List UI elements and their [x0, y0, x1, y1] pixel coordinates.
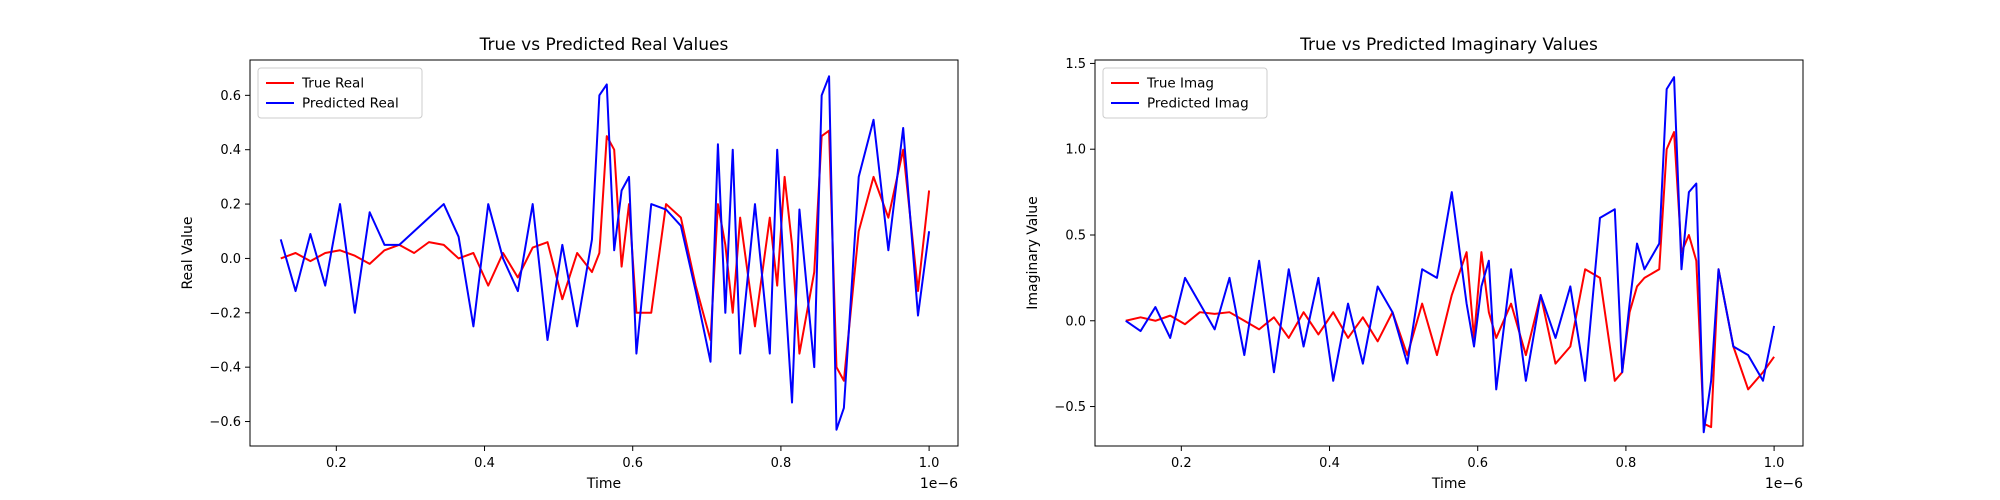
legend-label-predicted-imag: Predicted Imag [1147, 96, 1249, 112]
x-tick-label: 1.0 [1764, 456, 1785, 471]
y-tick-label: −0.4 [209, 361, 241, 376]
series-line-true-imag [1125, 131, 1775, 429]
x-axis-offset-label: 1e−6 [920, 476, 958, 492]
series-line-predicted-real [279, 75, 931, 431]
x-tick-label: 0.4 [474, 456, 495, 471]
x-tick-label: 1.0 [919, 456, 940, 471]
imaginary-values-chart: 0.2 0.4 0.6 0.8 1.0 −0.5 0.0 0.5 1.0 1.5 True vs P… [1025, 35, 1804, 492]
y-tick-label: 1.5 [1065, 57, 1086, 72]
x-tick-label: 0.6 [1467, 456, 1488, 471]
plot-area-frame [1094, 59, 1804, 447]
chart-title: True vs Predicted Real Values [479, 35, 729, 55]
real-values-chart: 0.2 0.4 0.6 0.8 1.0−0.6−0.4−0.20.00.20.40.6T… [180, 35, 959, 492]
y-tick-label: 0.0 [220, 252, 241, 267]
y-tick-label: 0.2 [220, 198, 241, 213]
chart-title: True vs Predicted Imaginary Values [1299, 35, 1598, 55]
y-tick-label: −0.6 [209, 415, 241, 430]
series-line-predicted-imag [1125, 76, 1776, 434]
y-axis-label: Imaginary Value [1025, 196, 1041, 310]
legend-label-predicted-real: Predicted Real [302, 96, 399, 112]
y-tick-label: 0.4 [220, 143, 241, 158]
y-tick-label: −0.5 [1054, 400, 1086, 415]
x-tick-label: 0.2 [326, 456, 347, 471]
x-tick-label: 0.6 [622, 456, 643, 471]
y-tick-label: 0.5 [1065, 228, 1086, 243]
legend-box [1102, 67, 1268, 119]
legend: True Real Predicted Real [257, 67, 423, 119]
x-tick-label: 0.8 [1616, 456, 1637, 471]
y-tick-label: 1.0 [1065, 143, 1086, 158]
x-axis-offset-label: 1e−6 [1765, 476, 1803, 492]
x-tick-label: 0.8 [771, 456, 792, 471]
y-tick-label: −0.2 [209, 306, 241, 321]
y-tick-label: 0.6 [220, 89, 241, 104]
y-axis-label: Real Value [180, 216, 196, 289]
legend: True Imag Predicted Imag [1102, 67, 1268, 119]
legend-box [257, 67, 423, 119]
y-tick-label: 0.0 [1065, 314, 1086, 329]
x-tick-label: 0.2 [1171, 456, 1192, 471]
plot-area-frame [249, 59, 959, 447]
x-tick-label: 0.4 [1319, 456, 1340, 471]
x-axis-label: Time [586, 476, 621, 492]
legend-label-true-imag: True Imag [1146, 76, 1214, 92]
x-axis-label: Time [1431, 476, 1466, 492]
legend-label-true-real: True Real [301, 76, 364, 92]
